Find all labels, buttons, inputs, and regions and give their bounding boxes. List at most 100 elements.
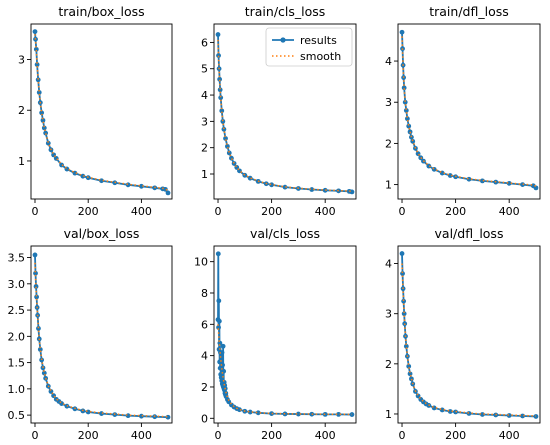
- results-point: [401, 298, 407, 304]
- y-tick-label: 1: [201, 168, 208, 181]
- results-point: [39, 110, 45, 116]
- results-point: [215, 251, 221, 257]
- y-tick-label: 0.5: [8, 409, 26, 422]
- results-point: [403, 108, 409, 113]
- y-tick-label: 2.5: [8, 304, 26, 317]
- x-tick-label: 0: [399, 429, 406, 442]
- y-tick-label: 3.5: [8, 252, 26, 265]
- y-tick-label: 3: [385, 96, 392, 109]
- axes-frame: [30, 245, 173, 424]
- x-tick-label: 400: [499, 429, 520, 442]
- smooth-line: [401, 263, 537, 417]
- results-point: [34, 62, 40, 67]
- smooth-line: [217, 324, 352, 416]
- y-tick-label: 8: [201, 287, 208, 300]
- results-point: [223, 136, 228, 141]
- results-point: [406, 123, 412, 129]
- x-tick-label: 400: [499, 205, 520, 218]
- x-tick-label: 200: [445, 205, 466, 218]
- results-point: [533, 414, 539, 419]
- results-point: [415, 151, 421, 157]
- results-point: [35, 77, 41, 83]
- smooth-line: [401, 36, 537, 187]
- results-point: [447, 173, 453, 178]
- results-point: [72, 170, 78, 176]
- results-line: [401, 32, 537, 189]
- results-point: [533, 185, 539, 191]
- y-tick-label: 1.0: [8, 383, 26, 396]
- subplot-train-cls-loss: train/cls_loss 0 200 400 1 2 3 4 5 6 results smooth: [201, 4, 357, 218]
- results-point: [80, 173, 86, 179]
- y-tick-label: 2: [385, 358, 392, 371]
- y-tick-label: 2: [201, 142, 208, 155]
- results-point: [219, 350, 225, 355]
- results-point: [217, 87, 223, 93]
- y-tick-label: 6: [201, 36, 208, 49]
- subplot-title: val/dfl_loss: [435, 226, 504, 241]
- x-tick-label: 0: [215, 429, 222, 442]
- results-line: [34, 254, 169, 419]
- results-point: [237, 407, 242, 413]
- results-point: [403, 343, 409, 349]
- y-tick-label: 1: [18, 155, 25, 168]
- y-tick-label: 5: [201, 63, 208, 76]
- y-tick-label: 2: [201, 381, 208, 394]
- results-point: [41, 125, 47, 131]
- results-point: [255, 410, 261, 416]
- results-point: [165, 190, 171, 196]
- results-line: [34, 31, 169, 194]
- results-point: [282, 184, 288, 190]
- results-point: [216, 298, 222, 304]
- results-point: [410, 138, 416, 144]
- results-point: [242, 172, 248, 178]
- subplot-train-box-loss: train/box_loss 0 200 400 1 2 3: [18, 4, 173, 218]
- results-point: [37, 347, 43, 352]
- results-point: [322, 411, 328, 417]
- results-point: [99, 411, 104, 416]
- y-tick-label: 4: [201, 350, 208, 363]
- subplot-val-cls-loss: val/cls_loss 0 200 400 0 2 4 6 8 10: [194, 226, 357, 442]
- results-point: [231, 161, 237, 166]
- subplot-train-dfl-loss: train/dfl_loss 0 200 400 1 2 3 4: [385, 4, 541, 218]
- results-point: [400, 271, 405, 276]
- results-point: [36, 90, 42, 95]
- results-point: [406, 363, 412, 369]
- x-tick-label: 400: [315, 205, 336, 218]
- results-point: [269, 411, 274, 416]
- results-point: [336, 411, 341, 417]
- results-point: [33, 284, 39, 289]
- x-tick-label: 400: [131, 429, 152, 442]
- y-tick-label: 3.0: [8, 278, 26, 291]
- x-tick-label: 400: [315, 429, 336, 442]
- smooth-line: [34, 262, 169, 418]
- x-tick-label: 0: [31, 429, 38, 442]
- y-tick-label: 1.5: [8, 357, 26, 370]
- axes-frame: [397, 23, 541, 200]
- y-tick-label: 0: [201, 412, 208, 425]
- x-tick-label: 0: [31, 205, 38, 218]
- results-point: [216, 53, 221, 58]
- results-point: [296, 411, 301, 417]
- results-point: [217, 340, 223, 346]
- y-tick-label: 4: [385, 258, 392, 271]
- legend-smooth-label: smooth: [300, 50, 341, 63]
- y-tick-label: 1: [385, 179, 392, 192]
- axes-frame: [397, 245, 541, 424]
- results-point: [226, 399, 232, 405]
- y-tick-label: 3: [201, 115, 208, 128]
- results-point: [402, 99, 408, 105]
- legend: results smooth: [265, 27, 353, 67]
- results-point: [401, 85, 407, 91]
- results-point: [215, 32, 221, 37]
- results-point: [409, 134, 414, 140]
- x-tick-label: 0: [399, 205, 406, 218]
- subplot-title: val/cls_loss: [250, 226, 320, 241]
- results-point: [34, 294, 39, 300]
- results-point: [33, 270, 38, 276]
- results-point: [247, 175, 253, 181]
- axes-frame: [30, 23, 173, 200]
- subplot-title: train/cls_loss: [245, 4, 326, 19]
- results-point: [220, 343, 226, 349]
- legend-results-marker: [280, 37, 286, 43]
- y-tick-label: 2: [18, 104, 25, 117]
